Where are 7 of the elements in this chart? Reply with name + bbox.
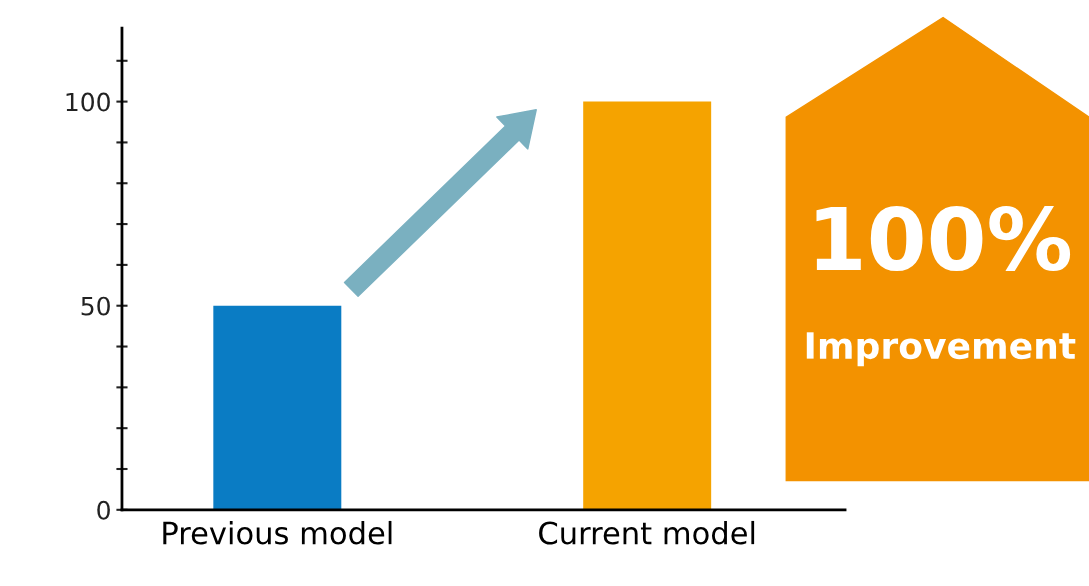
annotation: Improvement bbox=[806, 332, 1076, 367]
y-tick-label: 0 bbox=[97, 500, 110, 520]
y-tick-label: 100 bbox=[66, 92, 110, 112]
x-tick-label: Current model bbox=[539, 520, 755, 545]
x-tick-label: Previous model bbox=[163, 520, 392, 545]
annotation: 100% bbox=[816, 205, 1071, 272]
y-tick-label: 50 bbox=[81, 296, 110, 316]
